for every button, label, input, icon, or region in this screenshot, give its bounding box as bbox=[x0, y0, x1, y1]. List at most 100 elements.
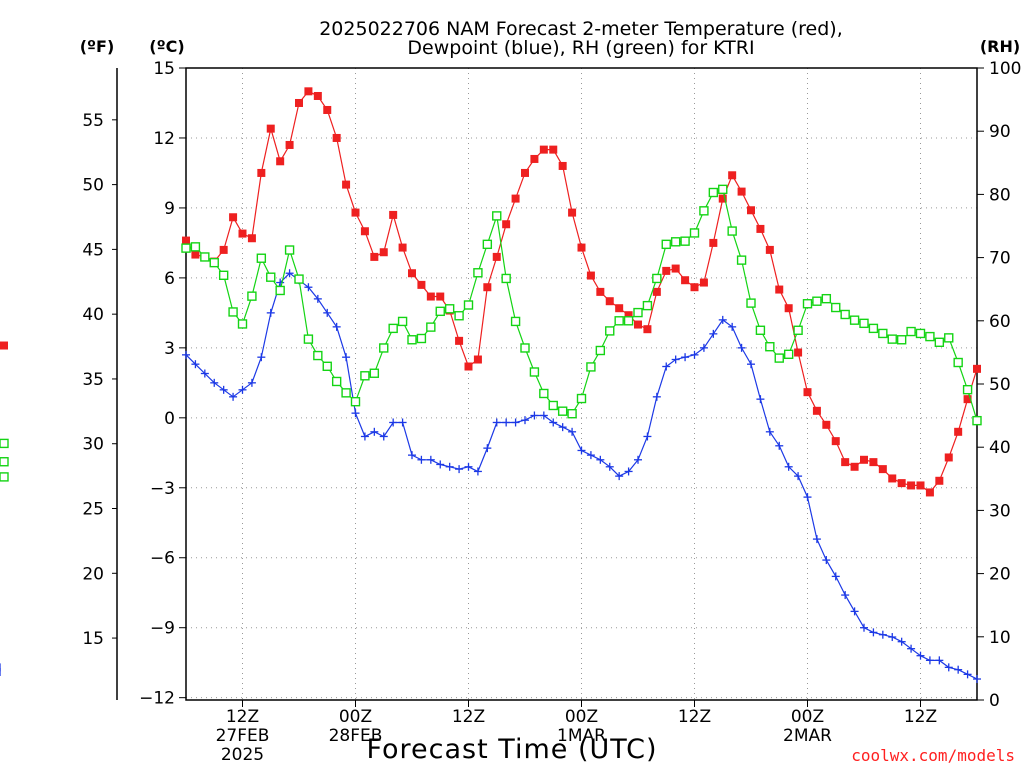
point-rh bbox=[878, 328, 888, 339]
tick-label-celsius: −12 bbox=[139, 689, 175, 709]
point-dewpoint bbox=[304, 283, 313, 292]
point-rh bbox=[303, 334, 314, 344]
point-rh bbox=[859, 318, 869, 329]
point-temperature bbox=[728, 171, 737, 180]
point-rh bbox=[774, 353, 784, 363]
point-rh bbox=[275, 285, 285, 296]
tick-label-fahrenheit: 40 bbox=[82, 305, 104, 325]
point-temperature bbox=[662, 266, 671, 275]
point-dewpoint bbox=[878, 630, 887, 639]
x-axis-label: Forecast Time (UTC) bbox=[366, 734, 657, 765]
point-temperature bbox=[690, 283, 699, 292]
point-temperature bbox=[342, 180, 351, 189]
point-dewpoint bbox=[417, 455, 426, 464]
tick-label-fahrenheit: 35 bbox=[82, 370, 104, 390]
point-dewpoint bbox=[803, 493, 812, 502]
point-temperature bbox=[925, 488, 934, 497]
point-temperature bbox=[775, 285, 784, 294]
point-rh bbox=[642, 300, 653, 311]
point-dewpoint bbox=[436, 460, 445, 469]
point-dewpoint bbox=[342, 353, 351, 362]
point-rh bbox=[0, 438, 9, 449]
point-temperature bbox=[417, 280, 426, 289]
point-temperature bbox=[257, 168, 266, 177]
point-dewpoint bbox=[897, 637, 906, 646]
point-temperature bbox=[869, 458, 878, 467]
point-temperature bbox=[332, 133, 341, 142]
point-dewpoint bbox=[586, 451, 595, 460]
point-rh bbox=[934, 337, 945, 347]
point-dewpoint bbox=[652, 392, 661, 401]
point-rh bbox=[388, 323, 398, 334]
point-dewpoint bbox=[568, 427, 577, 436]
point-rh bbox=[614, 316, 624, 326]
point-dewpoint bbox=[521, 416, 529, 425]
point-temperature bbox=[408, 269, 416, 278]
point-dewpoint bbox=[266, 308, 275, 317]
point-dewpoint bbox=[709, 329, 718, 338]
point-rh bbox=[256, 253, 267, 263]
grid-lines bbox=[186, 67, 977, 700]
point-rh bbox=[821, 293, 832, 304]
point-dewpoint bbox=[257, 353, 266, 362]
tick-label-time: 00Z bbox=[791, 707, 824, 727]
point-rh bbox=[840, 309, 850, 320]
point-temperature bbox=[360, 227, 369, 236]
point-dewpoint bbox=[238, 385, 247, 394]
point-temperature bbox=[370, 252, 379, 261]
point-dewpoint bbox=[888, 633, 897, 642]
tick-label-rh: 50 bbox=[989, 375, 1011, 395]
point-rh bbox=[284, 245, 295, 255]
point-rh bbox=[915, 328, 926, 339]
series-line-rh bbox=[185, 188, 978, 421]
point-rh bbox=[294, 274, 304, 284]
point-rh bbox=[689, 228, 700, 238]
point-temperature bbox=[455, 336, 464, 345]
point-temperature bbox=[285, 140, 294, 149]
point-rh bbox=[416, 333, 427, 344]
point-rh bbox=[887, 334, 897, 344]
point-temperature bbox=[850, 462, 859, 471]
point-rh bbox=[718, 184, 728, 195]
point-rh bbox=[209, 257, 219, 268]
point-temperature bbox=[266, 124, 275, 133]
point-rh bbox=[925, 331, 935, 342]
point-temperature bbox=[304, 87, 313, 96]
point-dewpoint bbox=[200, 369, 209, 378]
point-dewpoint bbox=[549, 418, 558, 427]
axes: 15129630−3−6−9−1212Z27FEB202500Z28FEB12Z… bbox=[82, 59, 1021, 765]
point-temperature bbox=[605, 297, 614, 306]
point-rh bbox=[595, 345, 606, 356]
point-dewpoint bbox=[860, 623, 868, 632]
point-temperature bbox=[935, 476, 944, 485]
point-dewpoint bbox=[737, 343, 746, 352]
point-dewpoint bbox=[426, 455, 435, 464]
point-rh bbox=[492, 211, 502, 221]
tick-label-rh: 40 bbox=[989, 438, 1011, 458]
point-dewpoint bbox=[869, 628, 878, 637]
point-temperature bbox=[229, 213, 238, 222]
tick-label-fahrenheit: 55 bbox=[82, 111, 104, 131]
tick-label-fahrenheit: 30 bbox=[82, 435, 104, 455]
point-temperature bbox=[634, 320, 642, 329]
point-dewpoint bbox=[219, 385, 228, 394]
point-rh bbox=[972, 415, 982, 426]
point-temperature bbox=[756, 224, 765, 233]
point-dewpoint bbox=[182, 350, 190, 359]
point-dewpoint bbox=[596, 455, 605, 464]
tick-label-celsius: 15 bbox=[153, 59, 175, 79]
tick-label-rh: 20 bbox=[989, 565, 1011, 585]
point-temperature bbox=[737, 187, 746, 196]
point-rh bbox=[444, 304, 455, 314]
point-rh bbox=[812, 296, 822, 306]
tick-label-time: 28FEB bbox=[329, 726, 383, 746]
point-dewpoint bbox=[699, 343, 708, 352]
tick-label-time: 12Z bbox=[904, 707, 937, 727]
point-temperature bbox=[521, 168, 529, 177]
point-dewpoint bbox=[756, 395, 765, 404]
point-dewpoint bbox=[332, 322, 341, 331]
point-rh bbox=[962, 384, 973, 395]
tick-label-time: 2MAR bbox=[783, 726, 832, 746]
point-temperature bbox=[323, 105, 332, 114]
